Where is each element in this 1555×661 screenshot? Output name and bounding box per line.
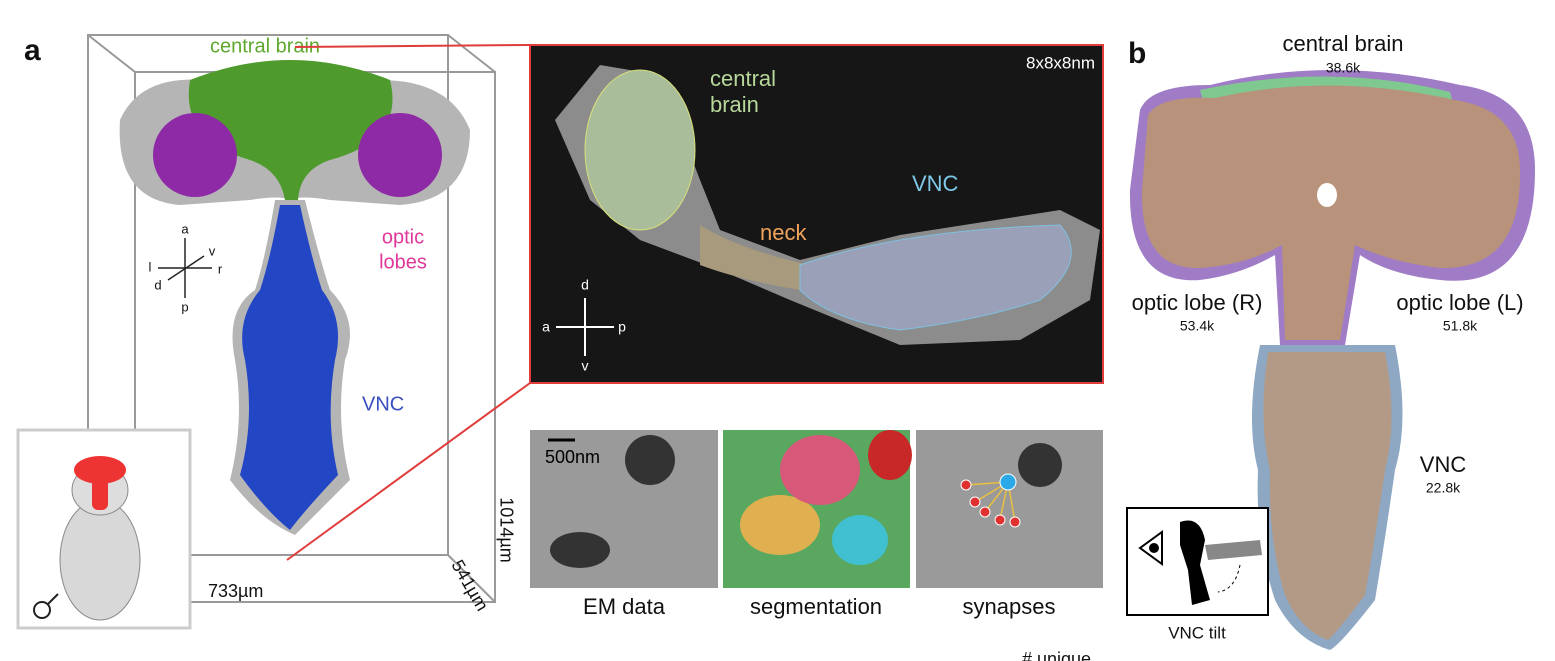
tile-caption: segmentation [750, 594, 882, 619]
resolution-label: 8x8x8nm [1026, 53, 1095, 72]
axis-label: a [181, 221, 189, 236]
region-name: central brain [1282, 31, 1403, 56]
axis-label: v [209, 243, 216, 258]
region-label: brain [710, 92, 759, 117]
axis-cross [556, 298, 614, 356]
fly-inset [16, 428, 192, 630]
axis-label: v [582, 358, 589, 374]
zoom-lines [286, 44, 531, 561]
axis-label: p [618, 319, 626, 335]
region-label: lobes [379, 251, 427, 273]
region-count: 22.8k [1426, 480, 1461, 496]
dimension-label: 541µm [447, 556, 492, 614]
region-name: optic lobe (L) [1396, 290, 1523, 315]
panel-label: a [24, 34, 41, 67]
region-name: optic lobe (R) [1132, 290, 1263, 315]
axis-label: l [149, 259, 152, 274]
axis-label: d [154, 277, 161, 292]
region-count: 38.6k [1326, 60, 1361, 76]
axis-cross [158, 238, 212, 298]
region-label: VNC [362, 393, 404, 415]
region-label: central brain [210, 35, 320, 57]
scale-bar-label: 500nm [545, 447, 600, 467]
region-label: central [710, 66, 776, 91]
region-label: optic [382, 226, 424, 248]
dimension-label: 1014µm [496, 497, 516, 562]
dimension-label: 733µm [208, 581, 263, 601]
tile-caption: EM data [583, 594, 666, 619]
panel-label: b [1128, 37, 1146, 70]
em-tissue [555, 65, 1100, 345]
connectome-render [1129, 70, 1535, 650]
brain-render [119, 60, 471, 535]
region-label: neck [760, 220, 807, 245]
region-count: 51.8k [1443, 318, 1478, 334]
footer-text: # unique [1022, 649, 1091, 661]
tilt-inset [1126, 507, 1269, 616]
region-label: VNC [912, 171, 959, 196]
axis-label: r [218, 261, 223, 276]
axis-label: p [181, 299, 188, 314]
inset-caption: VNC tilt [1168, 623, 1226, 642]
axis-label: a [542, 319, 550, 335]
region-name: VNC [1420, 452, 1467, 477]
region-count: 53.4k [1180, 318, 1215, 334]
tile-caption: synapses [963, 594, 1056, 619]
em-tiles [530, 430, 1103, 588]
axis-label: d [581, 277, 589, 293]
